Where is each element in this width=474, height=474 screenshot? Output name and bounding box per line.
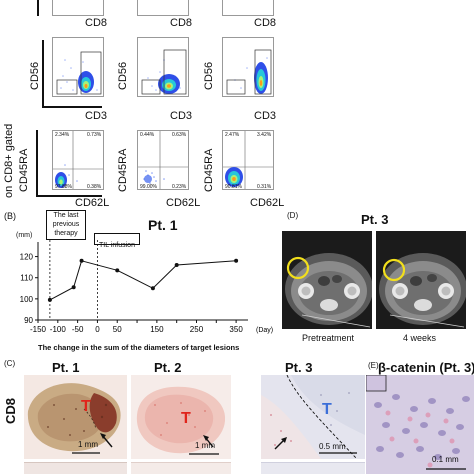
previous-therapy-box: The last previous therapy <box>46 210 86 240</box>
flow-plot-r2c2 <box>137 37 189 97</box>
flow-plot-r2c3 <box>222 37 274 97</box>
data-point <box>150 286 155 291</box>
ihc-pt1-scale: 1 mm <box>78 440 98 449</box>
ihc-pt3-image: T 0.5 mm <box>261 375 365 459</box>
x-label-r1c2: CD8 <box>170 17 193 29</box>
quad-r3c2-ll: 99.00% <box>140 184 157 190</box>
panel-b-letter: (B) <box>4 211 16 221</box>
series-line <box>49 260 237 301</box>
x-label-r2c3: CD3 <box>254 110 277 122</box>
ihc-pt2-scale: 1 mm <box>195 441 215 450</box>
quad-r3c1-lr: 0.38% <box>87 184 102 190</box>
quad-r3c3-ll: 90.81% <box>225 184 242 190</box>
data-point <box>47 297 52 302</box>
ihc-pt3-tumor-label: T <box>322 401 332 418</box>
x-label-r1c1: CD8 <box>85 17 108 29</box>
quad-r3c2-lr: 0.23% <box>172 184 187 190</box>
ihc-pt3-title: Pt. 3 <box>285 360 313 375</box>
ihc-pt1-title: Pt. 1 <box>52 360 80 375</box>
panel-e-letter: (E) <box>368 361 379 370</box>
panel-c-letter: (C) <box>4 359 16 368</box>
y-tick-label: 90 <box>24 316 33 325</box>
quad-r3c3-ur: 3.42% <box>257 132 272 138</box>
data-point <box>174 263 179 268</box>
x-label-r3c1: CD62L <box>75 197 110 209</box>
x-tick-label: 150 <box>150 325 164 334</box>
ct-4-weeks <box>376 231 466 329</box>
quad-r3c3-lr: 0.31% <box>257 184 272 190</box>
x-label-r2c2: CD3 <box>170 110 193 122</box>
row2-y-axis-arrow <box>42 40 44 108</box>
data-point <box>234 258 239 263</box>
previous-therapy-line2: previous <box>52 221 80 228</box>
til-infusion-box: TIL infusion <box>94 233 140 249</box>
beta-catenin-image: 0.1 mm <box>366 375 474 474</box>
y-tick-label: 110 <box>20 274 33 283</box>
ihc-pt1-image: T 1 mm <box>24 375 127 459</box>
row2-x-axis-arrow <box>42 106 102 108</box>
x-label-r1c3: CD8 <box>254 17 277 29</box>
x-label-r2c1: CD3 <box>85 110 108 122</box>
x-label-r3c2: CD62L <box>166 197 201 209</box>
quad-r3c1-ul: 2.34% <box>55 132 70 138</box>
row3-y-axis-arrow <box>36 130 38 196</box>
x-unit-label: (Day) <box>256 327 273 334</box>
previous-therapy-line3: therapy <box>54 230 78 237</box>
cd8-row-label: CD8 <box>3 397 18 424</box>
quad-r3c1-ll: 97.88% <box>55 184 72 190</box>
x-tick-label: 350 <box>229 325 243 334</box>
ihc-pt1-tumor-label: T <box>81 398 91 415</box>
flow-plot-r3c3: 2.47% 3.42% 90.81% 0.31% <box>222 130 274 190</box>
panel-d-title: Pt. 3 <box>361 212 389 227</box>
row1-axis <box>37 0 39 16</box>
ihc-row2-strip-1 <box>24 462 127 474</box>
til-infusion-label: TIL infusion <box>99 242 135 249</box>
quad-r3c3-ul: 2.47% <box>225 132 240 138</box>
x-label-r3c3: CD62L <box>250 197 285 209</box>
y-tick-label: 120 <box>20 253 34 262</box>
panel-e-title: β-catenin (Pt. 3) <box>378 360 474 375</box>
flow-plot-r1c3 <box>222 0 274 16</box>
flow-plot-r3c2: 0.44% 0.63% 99.00% 0.23% <box>137 130 189 190</box>
x-tick-label: 0 <box>95 325 100 334</box>
data-point <box>115 268 120 273</box>
flow-plot-r1c1 <box>52 0 104 16</box>
quad-r3c2-ul: 0.44% <box>140 132 155 138</box>
quad-r3c1-ur: 0.73% <box>87 132 102 138</box>
data-point <box>71 285 76 290</box>
ihc-row2-strip-2 <box>131 462 231 474</box>
ct-pretreatment <box>282 231 372 329</box>
line-chart: 90 100 110 120 -150 -100 -50 0 50 150 250 350 (Day) <box>20 240 273 334</box>
ct-pretreatment-caption: Pretreatment <box>302 333 355 343</box>
row3-x-axis-arrow <box>36 195 102 197</box>
x-tick-label: 250 <box>190 325 204 334</box>
panel-b-title: Pt. 1 <box>148 217 178 233</box>
x-tick-label: -100 <box>50 325 67 334</box>
y-tick-label: 100 <box>20 295 34 304</box>
chart-caption: The change in the sum of the diameters o… <box>38 343 240 352</box>
quad-r3c2-ur: 0.63% <box>172 132 187 138</box>
ihc-pt2-title: Pt. 2 <box>154 360 182 375</box>
data-point <box>79 258 84 263</box>
x-tick-label: 50 <box>113 325 122 334</box>
panel-d-letter: (D) <box>287 211 299 220</box>
ihc-row2-strip-3 <box>261 462 365 474</box>
previous-therapy-line1: The last <box>53 212 79 219</box>
ihc-pt3-scale: 0.5 mm <box>319 442 346 451</box>
flow-plot-r1c2 <box>137 0 189 16</box>
ct-4-weeks-caption: 4 weeks <box>403 333 437 343</box>
x-tick-label: -50 <box>72 325 84 334</box>
ihc-pt2-tumor-label: T <box>181 410 191 427</box>
flow-plot-r2c1 <box>52 37 104 97</box>
ihc-pt2-image: T 1 mm <box>131 375 231 459</box>
panel-e-scale: 0.1 mm <box>432 455 459 464</box>
flow-plot-r3c1: 2.34% 0.73% 97.88% 0.38% <box>52 130 104 190</box>
x-tick-label: -150 <box>30 325 47 334</box>
y-unit: (mm) <box>16 232 33 239</box>
